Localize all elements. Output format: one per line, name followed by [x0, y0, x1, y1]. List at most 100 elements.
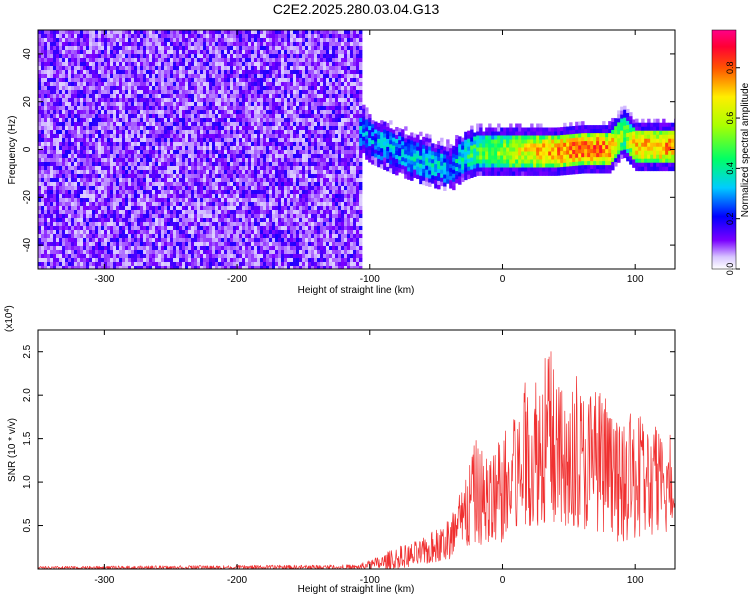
spectrogram-cell — [110, 50, 114, 55]
spectrogram-cell — [200, 78, 204, 83]
spectrogram-cell — [233, 122, 237, 127]
spectrogram-cell — [245, 142, 249, 147]
spectrogram-cell — [218, 158, 222, 163]
spectrogram-cell — [233, 86, 237, 91]
spectrogram-cell — [146, 94, 150, 99]
spectrogram-cell — [227, 90, 231, 95]
spectrogram-cell — [209, 222, 213, 227]
spectrogram-cell — [125, 198, 129, 203]
spectrogram-cell — [149, 90, 153, 95]
spectrogram-cell — [236, 258, 240, 263]
spectrogram-cell — [260, 54, 264, 59]
spectrogram-cell — [110, 250, 114, 255]
spectrogram-cell — [260, 106, 264, 111]
spectrogram-cell — [164, 238, 168, 243]
spectrogram-cell — [275, 218, 279, 223]
spectrogram-cell — [134, 42, 138, 47]
spectrogram-cell — [89, 94, 93, 99]
spectrogram-cell — [230, 66, 234, 71]
spectrogram-cell — [275, 62, 279, 67]
spectrogram-cell — [221, 102, 225, 107]
spectrogram-cell — [122, 114, 126, 119]
spectrogram-cell — [164, 110, 168, 115]
spectrogram-cell — [200, 158, 204, 163]
spectrogram-cell — [257, 222, 261, 227]
spectrogram-cell — [140, 134, 144, 139]
spectrogram-cell — [140, 150, 144, 155]
spectrogram-cell — [110, 54, 114, 59]
spectrogram-cell — [41, 166, 45, 171]
spectrogram-cell — [278, 178, 282, 183]
spectrogram-cell — [194, 206, 198, 211]
spectrogram-cell — [71, 258, 75, 263]
spectrogram-cell — [116, 262, 120, 267]
spectrogram-cell — [122, 90, 126, 95]
spectrogram-cell — [167, 230, 171, 235]
spectrogram-cell — [206, 202, 210, 207]
spectrogram-cell — [278, 262, 282, 267]
spectrogram-cell — [191, 142, 195, 147]
spectrogram-cell — [125, 186, 129, 191]
spectrogram-cell — [59, 138, 63, 143]
spectrogram-cell — [275, 142, 279, 147]
spectrogram-cell — [116, 42, 120, 47]
spectrogram-cell — [113, 90, 117, 95]
spectrogram-cell — [152, 106, 156, 111]
spectrogram-cell — [194, 186, 198, 191]
spectrogram-cell — [224, 178, 228, 183]
spectrogram-cell — [95, 226, 99, 231]
spectrogram-cell — [131, 42, 135, 47]
spectrogram-cell — [47, 210, 51, 215]
spectrogram-cell — [92, 186, 96, 191]
spectrogram-cell — [176, 234, 180, 239]
spectrogram-cell — [44, 134, 48, 139]
spectrogram-cell — [182, 134, 186, 139]
spectrogram-cell — [209, 134, 213, 139]
spectrogram-cell — [185, 150, 189, 155]
spectrogram-cell — [131, 242, 135, 247]
spectrogram-cell — [236, 238, 240, 243]
spectrogram-cell — [212, 178, 216, 183]
spectrogram-cell — [257, 258, 261, 263]
spectrogram-cell — [38, 154, 42, 159]
spectrogram-cell — [287, 90, 291, 95]
spectrogram-cell — [248, 222, 252, 227]
spectrogram-cell — [104, 30, 108, 35]
spectrogram-cell — [200, 210, 204, 215]
spectrogram-cell — [164, 82, 168, 87]
spectrogram-cell — [125, 78, 129, 83]
spectrogram-cell — [242, 114, 246, 119]
spectrogram-cell — [248, 230, 252, 235]
spectrogram-cell — [80, 166, 84, 171]
spectrogram-cell — [149, 178, 153, 183]
spectrogram-cell — [38, 146, 42, 151]
spectrogram-cell — [149, 130, 153, 135]
spectrogram-cell — [143, 82, 147, 87]
spectrogram-cell — [89, 254, 93, 259]
spectrogram-cell — [143, 230, 147, 235]
spectrogram-cell — [161, 46, 165, 51]
spectrogram-cell — [56, 210, 60, 215]
spectrogram-cell — [89, 266, 93, 269]
spectrogram-cell — [227, 198, 231, 203]
spectrogram-cell — [110, 46, 114, 51]
spectrogram-cell — [266, 74, 270, 79]
spectrogram-cell — [119, 158, 123, 163]
spectrogram-cell — [98, 170, 102, 175]
spectrogram-cell — [248, 202, 252, 207]
spectrogram-cell — [263, 170, 267, 175]
spectrogram-cell — [68, 82, 72, 87]
spectrogram-cell — [98, 38, 102, 43]
spectrogram-cell — [59, 170, 63, 175]
spectrogram-cell — [179, 126, 183, 131]
spectrogram-cell — [41, 206, 45, 211]
spectrogram-cell — [140, 106, 144, 111]
spectrogram-cell — [44, 50, 48, 55]
spectrogram-cell — [140, 86, 144, 91]
spectrogram-cell — [167, 110, 171, 115]
spectrogram-cell — [59, 190, 63, 195]
spectrogram-cell — [86, 262, 90, 267]
spectrogram-cell — [200, 94, 204, 99]
spectrogram-cell — [284, 254, 288, 259]
spectrogram-cell — [53, 234, 57, 239]
